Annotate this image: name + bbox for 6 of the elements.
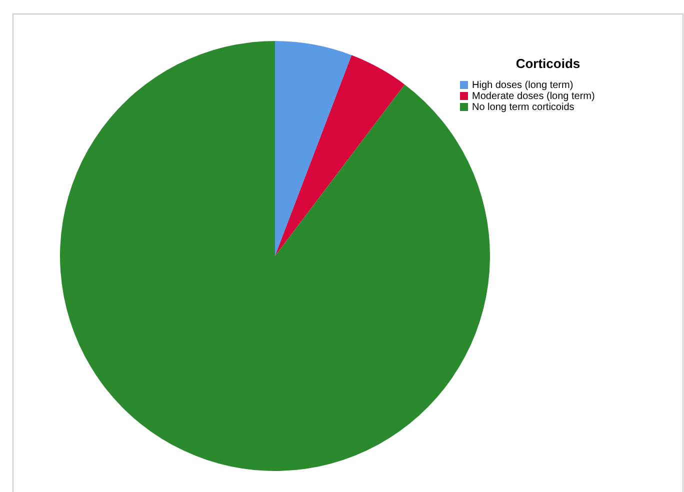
legend-label: Moderate doses (long term) (472, 91, 595, 102)
legend-label: No long term corticoids (472, 102, 574, 113)
pie-slice (275, 55, 405, 256)
legend-title: Corticoids (516, 56, 580, 71)
pie-slice (275, 41, 352, 256)
legend-label: High doses (long term) (472, 80, 574, 91)
